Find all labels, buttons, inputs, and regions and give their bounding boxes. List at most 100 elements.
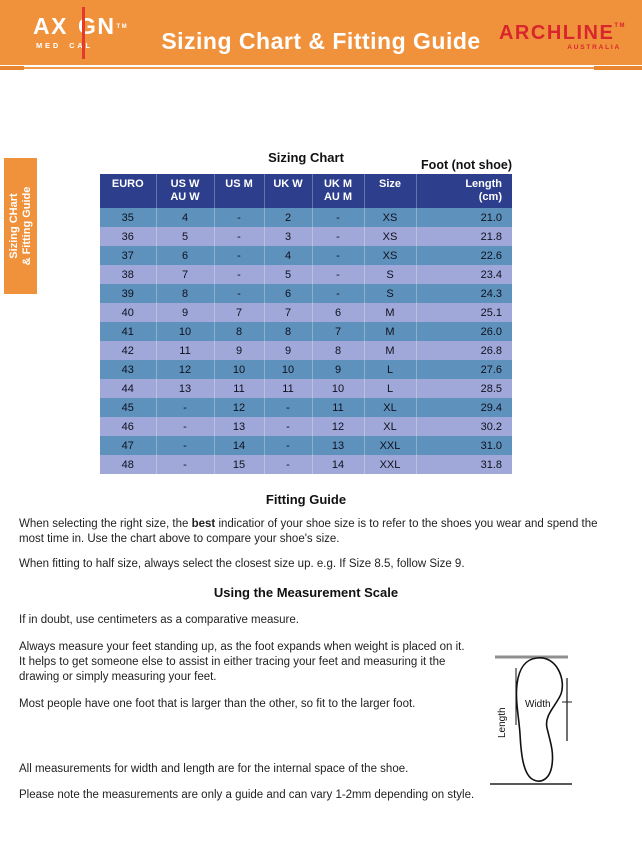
cell: - [213, 246, 264, 265]
column-header-size: Size [363, 174, 416, 208]
cell: 36 [121, 230, 134, 243]
length-label: Length [497, 707, 508, 738]
cell: 45 [121, 401, 134, 414]
cell: 35 [121, 211, 134, 224]
cell: - [263, 436, 312, 455]
cell: 11 [263, 379, 312, 398]
side-tab-line1: Sizing CHart [7, 193, 20, 259]
cell: - [213, 265, 264, 284]
table-row: 47-14-13 XXL 31.0 [100, 436, 512, 455]
cell: XXL [363, 455, 416, 474]
cell: XL [363, 417, 416, 436]
table-row: 44 13 11 11 10 L 28.5 [100, 379, 512, 398]
foot-not-shoe-note: Foot (not shoe) [421, 158, 512, 172]
cell: 14 [311, 455, 364, 474]
cell: 4 [263, 246, 312, 265]
cell: - [263, 455, 312, 474]
table-row: 46-13-12 XL 30.2 [100, 417, 512, 436]
side-tab: Sizing CHart & Fitting Guide [4, 158, 37, 294]
cell: 48 [121, 458, 134, 471]
cell: 47 [121, 439, 134, 452]
foot-diagram: Width Length [490, 655, 572, 785]
cell: 21.8 [415, 227, 512, 246]
foot-outline-icon [515, 657, 564, 782]
sizing-chart-section: Sizing Chart Foot (not shoe) EURO US W AU… [100, 150, 512, 474]
paragraph-text: When selecting the right size, the [19, 518, 192, 530]
axign-logo: AX GN TM MED CAL [33, 7, 143, 59]
cell: 13 [213, 417, 264, 436]
cell: 11 [213, 379, 264, 398]
cell: 8 [213, 322, 264, 341]
column-header-ukm: UK M AU M [311, 174, 364, 208]
cell: 25.1 [415, 303, 512, 322]
cell: 8 [155, 284, 214, 303]
cell: 10 [263, 360, 312, 379]
cell: - [263, 417, 312, 436]
cell: 39 [121, 287, 134, 300]
header-bar: AX GN TM MED CAL Sizing Chart & Fitting Gui… [0, 0, 642, 65]
logo-trademark: TM [116, 24, 129, 30]
cell: 2 [263, 208, 312, 227]
cell: 9 [311, 360, 364, 379]
column-header-usm: US M [213, 174, 264, 208]
measurement-paragraph-3: Most people have one foot that is larger… [19, 698, 416, 710]
table-row: 43 12 10 10 9 L 27.6 [100, 360, 512, 379]
table-row: 45-12-11 XL 29.4 [100, 398, 512, 417]
table-row: 38 7-5- S 23.4 [100, 265, 512, 284]
cell: L [363, 360, 416, 379]
archline-trademark: TM [614, 23, 626, 29]
cell: 31.0 [415, 436, 512, 455]
cell: XS [363, 227, 416, 246]
cell: L [363, 379, 416, 398]
cell: 28.5 [415, 379, 512, 398]
cell: 5 [155, 227, 214, 246]
measurement-heading: Using the Measurement Scale [213, 585, 399, 600]
cell: S [363, 284, 416, 303]
cell: 7 [263, 303, 312, 322]
column-header-length: Length (cm) [415, 174, 512, 208]
header-divider [0, 66, 642, 70]
cell: 31.8 [415, 455, 512, 474]
cell: M [363, 341, 416, 360]
cell: 10 [311, 379, 364, 398]
cell: 6 [155, 246, 214, 265]
cell: 10 [155, 322, 214, 341]
cell: 21.0 [415, 208, 512, 227]
cell: - [213, 227, 264, 246]
cell: - [155, 398, 214, 417]
cell: - [263, 398, 312, 417]
logo-subtitle: MED CAL [36, 41, 143, 50]
table-row: 42 11 9 9 8 M 26.8 [100, 341, 512, 360]
cell: 27.6 [415, 360, 512, 379]
table-row: 48-15-14 XXL 31.8 [100, 455, 512, 474]
cell: 11 [155, 341, 214, 360]
sizing-chart-title: Sizing Chart [268, 150, 344, 165]
measurement-paragraph-2: Always measure your feet standing up, as… [19, 641, 465, 683]
page-title: Sizing Chart & Fitting Guide [161, 28, 481, 54]
archline-wordmark: ARCHLINETM [499, 23, 626, 43]
table-row: 35 4-2- XS 21.0 [100, 208, 512, 227]
logo-text-ax: AX [33, 13, 68, 39]
sizing-table: EURO US W AU W US M UK W UK M AU M Size Le… [100, 174, 512, 474]
cell: - [311, 265, 364, 284]
cell: S [363, 265, 416, 284]
cell: - [155, 417, 214, 436]
cell: M [363, 322, 416, 341]
cell: 6 [311, 303, 364, 322]
cell: XL [363, 398, 416, 417]
cell: - [311, 284, 364, 303]
cell: 6 [263, 284, 312, 303]
cell: 9 [155, 303, 214, 322]
cell: 37 [121, 249, 134, 262]
cell: 30.2 [415, 417, 512, 436]
paragraph-text: indicatior of your shoe size is to refer… [19, 518, 598, 545]
cell: 4 [155, 208, 214, 227]
cell: - [311, 227, 364, 246]
cell: 8 [311, 341, 364, 360]
cell: 11 [311, 398, 364, 417]
cell: 23.4 [415, 265, 512, 284]
cell: 44 [121, 382, 134, 395]
cell: 12 [155, 360, 214, 379]
cell: 40 [121, 306, 134, 319]
